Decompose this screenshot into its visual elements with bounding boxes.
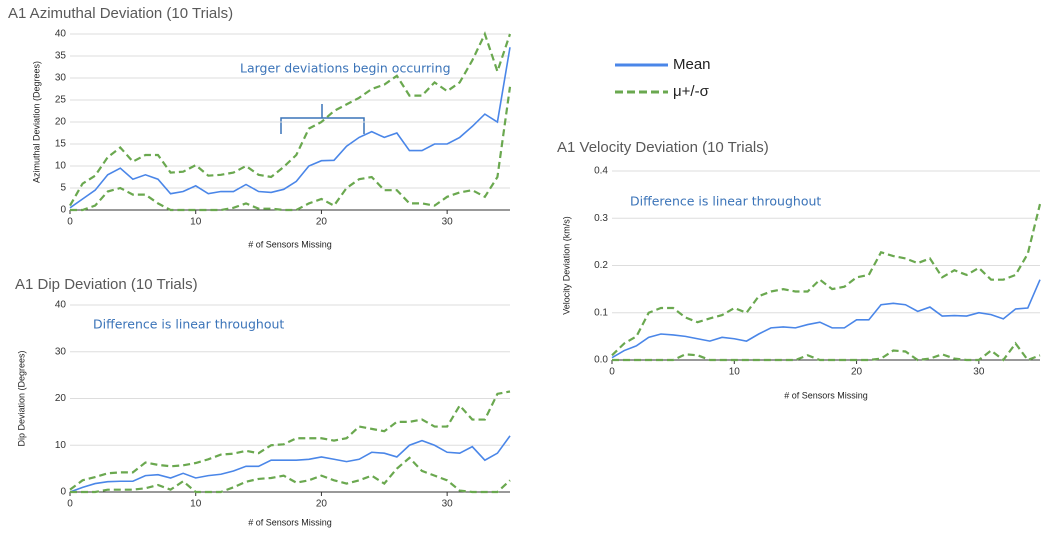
legend-label: Mean <box>673 56 711 73</box>
chart-title: A1 Velocity Deviation (10 Trials) <box>557 139 769 156</box>
sigma-line <box>611 203 1042 357</box>
x-tick-label: 10 <box>729 367 741 378</box>
y-tick-label: 0 <box>60 487 66 498</box>
y-tick-label: 15 <box>55 139 67 150</box>
y-axis-title: Velocity Deviation (km/s) <box>561 216 571 315</box>
y-tick-label: 30 <box>55 346 67 357</box>
y-tick-label: 40 <box>55 300 67 311</box>
x-tick-label: 30 <box>442 217 454 228</box>
y-tick-label: 0.0 <box>594 355 608 366</box>
y-tick-label: 25 <box>55 95 67 106</box>
y-tick-label: 40 <box>55 29 67 40</box>
annotation: Difference is linear throughout <box>93 317 284 332</box>
x-tick-label: 0 <box>67 499 73 510</box>
chart-title: A1 Azimuthal Deviation (10 Trials) <box>8 5 233 22</box>
y-tick-label: 20 <box>55 117 67 128</box>
x-tick-label: 20 <box>851 367 863 378</box>
x-axis-title: # of Sensors Missing <box>784 390 868 400</box>
y-tick-label: 0.4 <box>594 166 608 177</box>
x-axis-title: # of Sensors Missing <box>248 517 332 527</box>
x-tick-label: 30 <box>973 367 985 378</box>
y-tick-label: 10 <box>55 161 67 172</box>
sigma-line <box>69 390 511 491</box>
x-tick-label: 0 <box>609 367 615 378</box>
y-tick-label: 30 <box>55 73 67 84</box>
mean-line <box>69 435 511 493</box>
x-tick-label: 10 <box>190 217 202 228</box>
annotation: Difference is linear throughout <box>630 194 821 209</box>
chart-title: A1 Dip Deviation (10 Trials) <box>15 276 198 293</box>
y-axis-title: Azimuthal Deviation (Degrees) <box>31 61 41 183</box>
legend-label: μ+/-σ <box>673 83 710 100</box>
sigma-line <box>69 31 512 207</box>
x-tick-label: 10 <box>190 499 202 510</box>
x-tick-label: 20 <box>316 499 328 510</box>
y-tick-label: 5 <box>60 183 66 194</box>
x-tick-label: 20 <box>316 217 328 228</box>
annotation: Larger deviations begin occurring <box>240 61 451 76</box>
y-tick-label: 0.3 <box>594 213 608 224</box>
y-axis-title: Dip Deviation (Degrees) <box>16 350 26 446</box>
sigma-line <box>70 86 512 212</box>
sigma-line <box>612 341 1041 362</box>
y-tick-label: 0.1 <box>594 307 608 318</box>
bracket <box>280 104 365 134</box>
x-tick-label: 30 <box>442 499 454 510</box>
x-tick-label: 0 <box>67 217 73 228</box>
x-axis-title: # of Sensors Missing <box>248 239 332 249</box>
mean-line <box>69 47 511 209</box>
y-tick-label: 35 <box>55 51 67 62</box>
mean-line <box>611 279 1041 359</box>
y-tick-label: 0.2 <box>594 260 608 271</box>
y-tick-label: 20 <box>55 393 67 404</box>
y-tick-label: 10 <box>55 440 67 451</box>
sigma-line <box>70 456 511 494</box>
y-tick-label: 0 <box>60 205 66 216</box>
